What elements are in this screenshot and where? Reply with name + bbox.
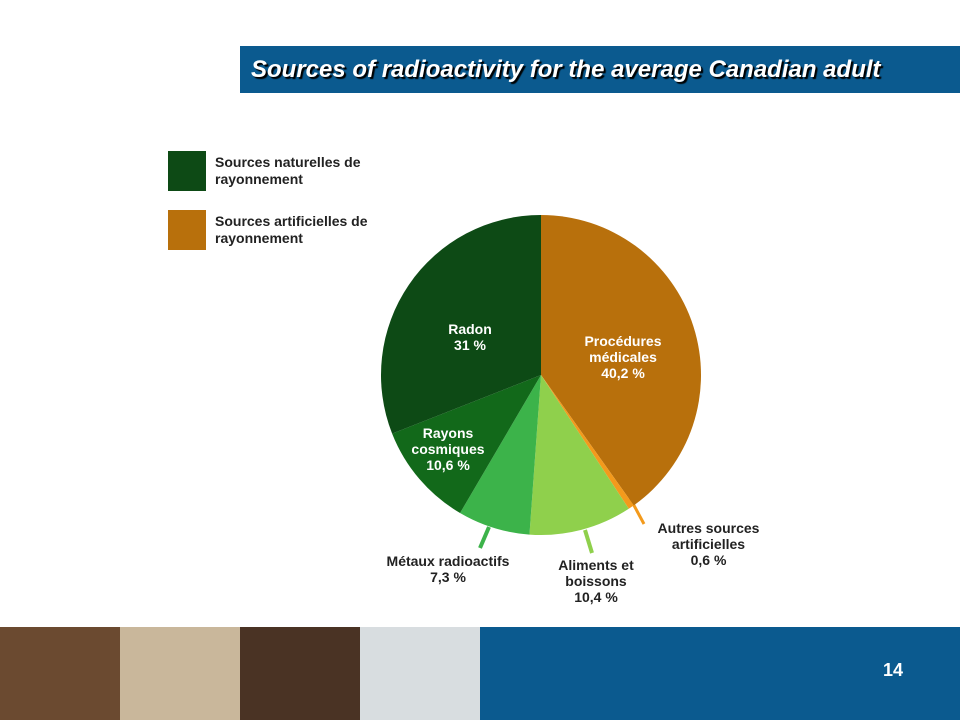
- pie-slice: [541, 375, 634, 509]
- slice-label: Procédures médicales 40,2 %: [573, 333, 673, 381]
- legend-label: Sources naturelles de rayonnement: [215, 154, 385, 188]
- slice-label: Autres sources artificielles 0,6 %: [646, 520, 771, 568]
- legend-text: Sources artificielles de rayonnement: [215, 213, 368, 246]
- footer-bar: [480, 627, 960, 720]
- slice-value: 31 %: [454, 337, 486, 353]
- photo: [120, 627, 240, 720]
- pie-slice: [541, 215, 702, 506]
- legend-text: Sources naturelles de rayonnement: [215, 154, 361, 187]
- photo: [360, 627, 480, 720]
- photo: [0, 627, 120, 720]
- slice-category: Aliments et boissons: [558, 557, 634, 589]
- slice-label: Aliments et boissons 10,4 %: [546, 557, 646, 605]
- slide-title: Sources of radioactivity for the average…: [240, 46, 960, 93]
- slice-category: Rayons cosmiques: [411, 425, 485, 457]
- pie-slice: [460, 375, 541, 535]
- slice-value: 10,6 %: [426, 457, 470, 473]
- slice-category: Métaux radioactifs: [386, 553, 510, 569]
- legend-swatch: [168, 151, 206, 191]
- leader-line: [583, 529, 594, 554]
- photo: [240, 627, 360, 720]
- slice-category: Autres sources artificielles: [657, 520, 760, 552]
- slice-category: Radon: [448, 321, 492, 337]
- leader-line: [478, 526, 491, 549]
- legend-label: Sources artificielles de rayonnement: [215, 213, 385, 247]
- slice-category: Procédures médicales: [584, 333, 662, 365]
- slice-label: Métaux radioactifs 7,3 %: [368, 553, 528, 585]
- slice-value: 7,3 %: [430, 569, 466, 585]
- slice-label: Radon 31 %: [420, 321, 520, 353]
- pie-slice: [392, 375, 541, 514]
- slice-label: Rayons cosmiques 10,6 %: [398, 425, 498, 473]
- page-number: 14: [882, 660, 904, 680]
- slice-value: 0,6 %: [690, 552, 727, 568]
- pie-slice: [529, 375, 629, 535]
- legend-swatch: [168, 210, 206, 250]
- pie-slice: [381, 215, 541, 434]
- slice-value: 10,4 %: [574, 589, 618, 605]
- slice-value: 40,2 %: [601, 365, 645, 381]
